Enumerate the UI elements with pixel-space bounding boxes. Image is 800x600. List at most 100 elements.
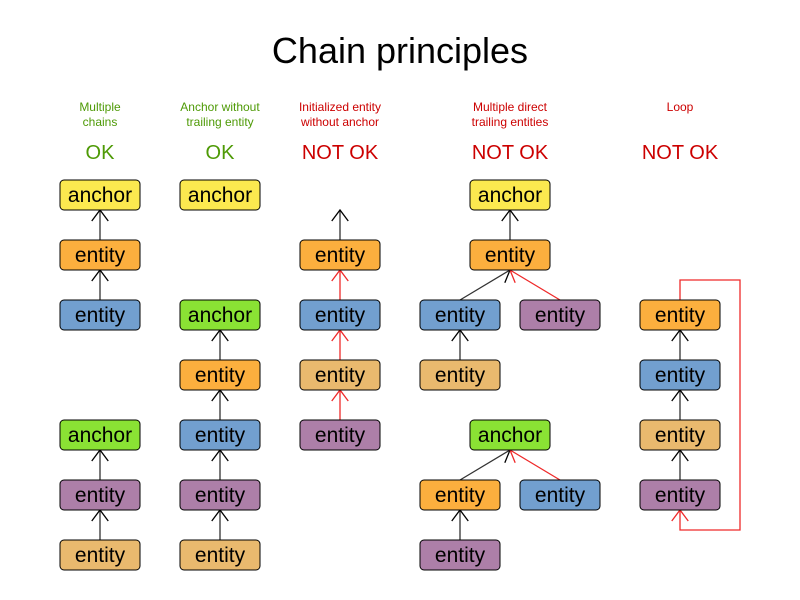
edge-arrow — [331, 208, 349, 240]
node-label: anchor — [188, 304, 252, 327]
edge-line — [459, 269, 511, 301]
anchor-node: anchor — [179, 299, 261, 331]
node-label: entity — [195, 424, 246, 447]
entity-node: entity — [469, 239, 551, 271]
node-label: anchor — [478, 184, 542, 207]
edge-arrow — [331, 388, 349, 420]
node-label: entity — [75, 304, 126, 327]
node-box — [519, 479, 601, 511]
node-label: entity — [75, 484, 126, 507]
node-box — [519, 299, 601, 331]
node-box — [299, 359, 381, 391]
node-label: entity — [195, 364, 246, 387]
verdict-label: OK — [86, 142, 116, 164]
edge-arrow — [211, 448, 229, 480]
entity-node: entity — [299, 299, 381, 331]
node-box — [639, 419, 721, 451]
edge-arrow — [451, 508, 469, 540]
node-label: entity — [485, 244, 536, 267]
node-label: entity — [435, 544, 486, 567]
edge-arrow — [509, 447, 561, 481]
node-box — [419, 479, 501, 511]
anchor-node: anchor — [59, 419, 141, 451]
node-box — [639, 299, 721, 331]
node-label: entity — [435, 484, 486, 507]
edge-arrow — [451, 328, 469, 360]
node-box — [179, 539, 261, 571]
node-label: entity — [535, 304, 586, 327]
edge-arrow — [211, 388, 229, 420]
node-label: entity — [655, 484, 706, 507]
node-box — [299, 419, 381, 451]
node-label: anchor — [68, 184, 132, 207]
entity-node: entity — [179, 539, 261, 571]
node-box — [419, 539, 501, 571]
entity-node: entity — [519, 299, 601, 331]
edge-arrow — [211, 508, 229, 540]
arrowhead-icon — [331, 208, 349, 222]
edge-arrow — [91, 508, 109, 540]
node-label: entity — [315, 424, 366, 447]
node-box — [59, 239, 141, 271]
anchor-node: anchor — [469, 419, 551, 451]
node-box — [469, 239, 551, 271]
entity-node: entity — [639, 359, 721, 391]
anchor-node: anchor — [469, 179, 551, 211]
edge-line — [509, 449, 561, 481]
node-box — [59, 419, 141, 451]
node-label: entity — [435, 304, 486, 327]
node-box — [179, 179, 261, 211]
node-box — [299, 299, 381, 331]
verdict-label: OK — [206, 142, 236, 164]
entity-node: entity — [419, 359, 501, 391]
entity-node: entity — [59, 479, 141, 511]
node-box — [59, 479, 141, 511]
edge-arrow — [671, 328, 689, 360]
entity-node: entity — [419, 479, 501, 511]
column-heading: Multiple direct — [473, 100, 548, 114]
entity-node: entity — [299, 239, 381, 271]
node-label: entity — [655, 364, 706, 387]
node-box — [299, 239, 381, 271]
edge-arrow — [331, 328, 349, 360]
column-heading: chains — [83, 115, 118, 129]
node-label: entity — [535, 484, 586, 507]
node-label: entity — [195, 544, 246, 567]
edge-arrow — [509, 267, 561, 301]
node-box — [469, 419, 551, 451]
entity-node: entity — [299, 419, 381, 451]
node-label: entity — [195, 484, 246, 507]
node-label: entity — [315, 244, 366, 267]
entity-node: entity — [299, 359, 381, 391]
loop-edge-line — [679, 279, 741, 531]
node-label: anchor — [188, 184, 252, 207]
diagram-title: Chain principles — [272, 30, 528, 71]
node-label: entity — [75, 544, 126, 567]
column-5: Loop NOT OK entity entity entity entity — [639, 100, 741, 531]
entity-node: entity — [59, 539, 141, 571]
node-box — [419, 299, 501, 331]
node-box — [59, 539, 141, 571]
edge-arrow — [91, 268, 109, 300]
node-label: entity — [655, 424, 706, 447]
verdict-label: NOT OK — [642, 142, 719, 164]
node-box — [179, 419, 261, 451]
anchor-node: anchor — [179, 179, 261, 211]
entity-node: entity — [639, 479, 721, 511]
node-box — [639, 479, 721, 511]
column-heading: without anchor — [300, 115, 379, 129]
edge-arrow — [331, 268, 349, 300]
anchor-node: anchor — [59, 179, 141, 211]
node-label: entity — [655, 304, 706, 327]
edge-arrow — [91, 208, 109, 240]
column-heading: Multiple — [79, 100, 121, 114]
edge-arrow — [211, 328, 229, 360]
entity-node: entity — [179, 359, 261, 391]
node-box — [419, 359, 501, 391]
column-heading: Initialized entity — [299, 100, 381, 114]
